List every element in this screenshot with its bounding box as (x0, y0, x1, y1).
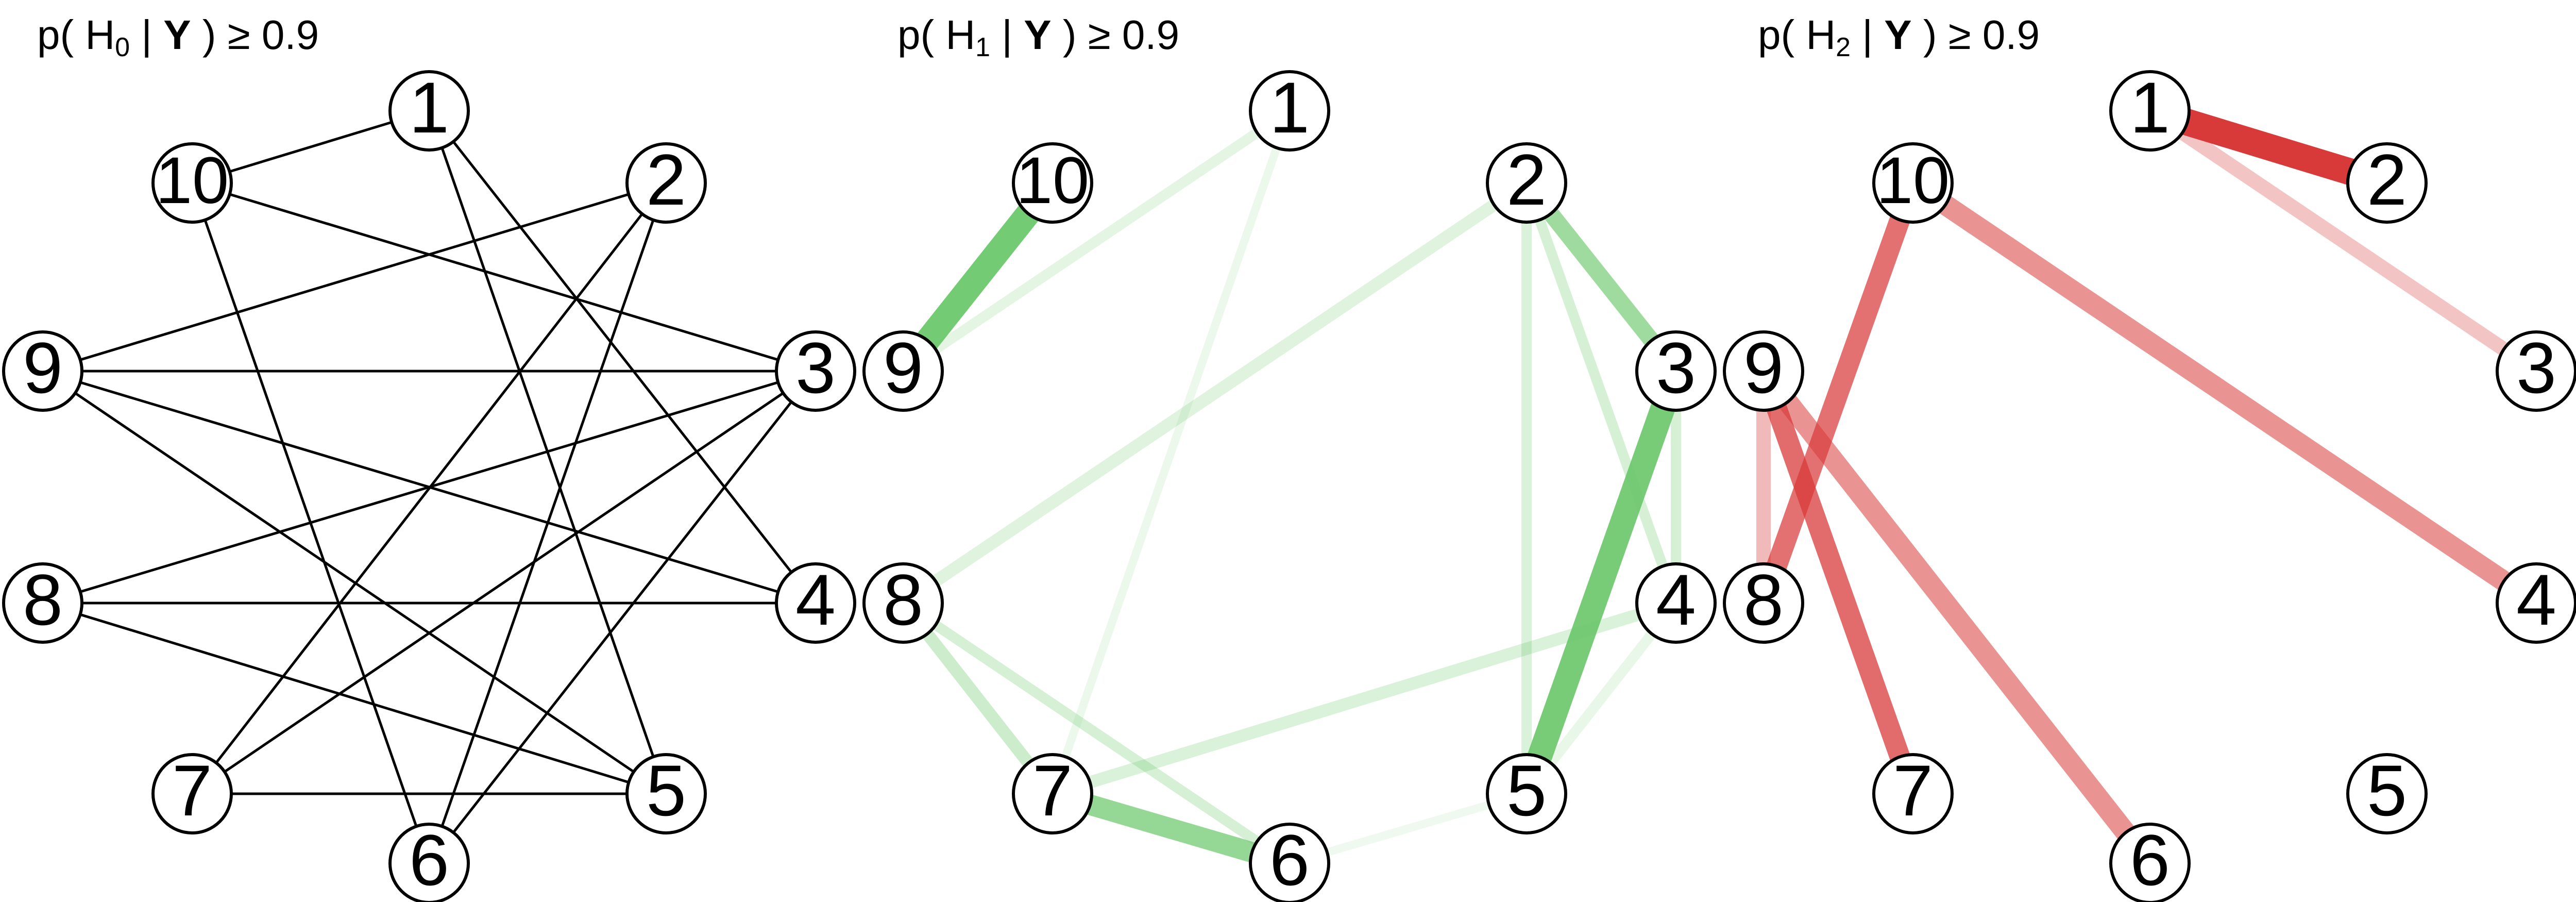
node-label: 9 (23, 327, 63, 408)
panel-h2: 1 2 3 4 5 6 7 8 9 10 (1723, 67, 2576, 902)
node-h1-6: 6 (1249, 820, 1330, 902)
panel-title-h1: p( H1 | Y ) ≥ 0.9 (897, 12, 1180, 62)
edge-h2-9-6 (1755, 364, 2158, 870)
edge-h1-8-6 (900, 598, 1293, 868)
node-h1-3: 3 (1635, 327, 1717, 412)
node-label: 10 (1876, 144, 1950, 218)
node-label: 3 (1656, 327, 1696, 408)
node-h2-4: 4 (2496, 559, 2576, 644)
node-h2-2: 2 (2346, 139, 2428, 224)
node-h0-1: 1 (388, 67, 470, 152)
edge-h2-10-8 (1754, 179, 1923, 607)
node-label: 4 (795, 559, 836, 640)
edge-h1-2-8 (900, 178, 1530, 608)
node-label: 4 (1656, 559, 1696, 640)
node-label: 9 (1743, 327, 1784, 408)
node-label: 6 (2130, 820, 2170, 900)
node-h0-10: 10 (151, 142, 233, 224)
node-h0-3: 3 (775, 327, 856, 412)
panel-title-h2: p( H2 | Y ) ≥ 0.9 (1758, 12, 2040, 62)
edge-h0-8-3 (42, 370, 816, 605)
panel-h0: 1 2 3 4 5 6 7 8 9 10 (2, 67, 856, 902)
node-h0-7: 7 (151, 750, 233, 834)
node-label: 8 (23, 559, 63, 640)
node-label: 10 (156, 144, 229, 218)
edge-h1-3-5 (1515, 366, 1688, 798)
node-label: 1 (409, 67, 449, 148)
node-label: 4 (2516, 559, 2556, 640)
node-h2-5: 5 (2346, 750, 2428, 834)
node-h2-1: 1 (2109, 67, 2191, 152)
node-label: 6 (1269, 820, 1310, 900)
edge-h2-1-2 (2146, 98, 2391, 196)
node-label: 7 (1893, 750, 1933, 831)
node-label: 1 (2130, 67, 2170, 148)
edge-h0-6-3 (428, 370, 817, 864)
edge-h2-1-3 (2146, 105, 2540, 377)
node-h1-10: 10 (1012, 142, 1093, 224)
node-h2-9: 9 (1723, 327, 1804, 412)
node-h2-10: 10 (1872, 142, 1954, 224)
node-label: 5 (2367, 750, 2407, 831)
node-label: 3 (795, 327, 836, 408)
node-h1-4: 4 (1635, 559, 1717, 644)
edge-h0-1-4 (428, 110, 817, 604)
edge-h2-9-7 (1754, 368, 1923, 797)
node-label: 2 (2367, 139, 2407, 220)
edge-h1-6-5 (1288, 790, 1528, 867)
node-label: 8 (883, 559, 923, 640)
node-h0-5: 5 (625, 750, 707, 834)
node-h0-2: 2 (625, 139, 707, 224)
edge-h2-10-4 (1907, 174, 2543, 612)
node-h2-8: 8 (1723, 559, 1804, 644)
panel-title-h0: p( H0 | Y ) ≥ 0.9 (37, 12, 319, 62)
node-h1-7: 7 (1012, 750, 1093, 834)
node-h1-2: 2 (1486, 139, 1567, 224)
edge-h0-2-9 (42, 181, 667, 373)
node-label: 10 (1016, 144, 1089, 218)
node-label: 9 (883, 327, 923, 408)
edge-h0-1-10 (192, 109, 430, 185)
edge-h1-1-9 (900, 106, 1293, 376)
edge-h0-9-5 (42, 370, 667, 795)
node-h2-6: 6 (2109, 820, 2191, 902)
node-label: 2 (1506, 139, 1547, 220)
node-label: 8 (1743, 559, 1784, 640)
panel-h1: 1 2 3 4 5 6 7 8 9 10 (862, 67, 1717, 902)
node-h1-9: 9 (862, 327, 944, 412)
edge-h1-1-7 (1048, 109, 1294, 795)
edge-h0-8-5 (42, 602, 667, 795)
node-label: 1 (1269, 67, 1310, 148)
node-h0-9: 9 (2, 327, 83, 412)
node-h1-8: 8 (862, 559, 944, 644)
edge-h0-10-3 (192, 181, 816, 373)
node-h0-6: 6 (388, 820, 470, 902)
edge-h0-7-3 (191, 370, 817, 795)
node-h1-5: 5 (1486, 750, 1567, 834)
edge-h1-2-4 (1521, 181, 1681, 605)
edge-h1-7-6 (1049, 783, 1293, 874)
node-label: 5 (646, 750, 686, 831)
node-h0-8: 8 (2, 559, 83, 644)
node-h2-7: 7 (1872, 750, 1954, 834)
edge-h1-4-7 (1050, 597, 1678, 800)
node-h2-3: 3 (2496, 327, 2576, 412)
node-label: 2 (646, 139, 686, 220)
node-h1-1: 1 (1249, 67, 1330, 152)
node-h0-4: 4 (775, 559, 856, 644)
node-label: 5 (1506, 750, 1547, 831)
node-label: 3 (2516, 327, 2556, 408)
node-label: 7 (1032, 750, 1073, 831)
node-label: 7 (172, 750, 212, 831)
node-label: 6 (409, 820, 449, 900)
